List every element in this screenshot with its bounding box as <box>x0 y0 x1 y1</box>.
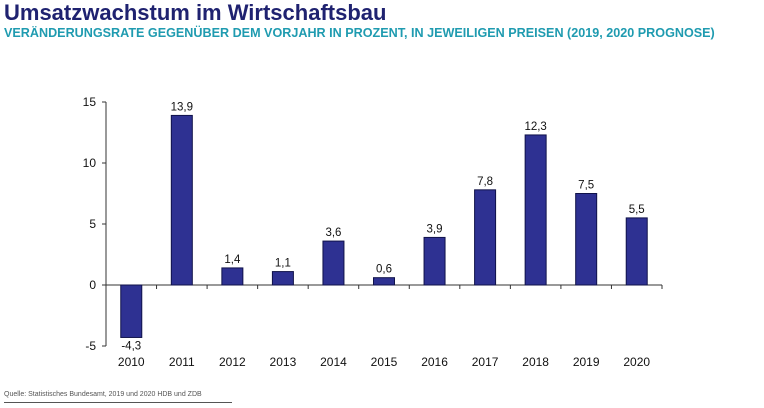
x-tick-label-2017: 2017 <box>472 355 499 369</box>
bar-2019 <box>575 193 598 286</box>
data-label-2016: 3,9 <box>427 223 443 235</box>
data-label-2020: 5,5 <box>629 204 645 216</box>
x-tick-label-2015: 2015 <box>371 355 398 369</box>
labels: -5 0 5 10 15 -4,3 2010 13,9 2011 1,4 2012 1,1 2013 3,… <box>83 95 651 369</box>
chart-title: Umsatzwachstum im Wirtschaftsbau <box>4 0 387 25</box>
bar-2017 <box>474 189 497 286</box>
bar-2014 <box>322 240 345 286</box>
x-tick-label-2018: 2018 <box>522 355 549 369</box>
bar-2015 <box>373 277 395 286</box>
bar-2018 <box>524 134 547 286</box>
data-label-2014: 3,6 <box>325 227 341 239</box>
y-tick-label: 15 <box>83 95 97 109</box>
bar-2011 <box>170 114 193 286</box>
data-label-2013: 1,1 <box>275 258 291 270</box>
bar-2016 <box>423 236 446 286</box>
x-tick-label-2019: 2019 <box>573 355 600 369</box>
source-note: Quelle: Statistisches Bundesamt, 2019 un… <box>4 391 202 398</box>
x-tick-label-2020: 2020 <box>623 355 650 369</box>
chart-subtitle: VERÄNDERUNGSRATE GEGENÜBER DEM VORJAHR I… <box>4 26 715 40</box>
y-tick-label: 10 <box>83 156 97 170</box>
bar-2010 <box>120 284 143 338</box>
data-label-2015: 0,6 <box>376 264 392 276</box>
bars <box>120 114 648 338</box>
data-label-2019: 7,5 <box>578 180 594 192</box>
y-tick-label: 5 <box>89 217 96 231</box>
y-tick-label: -5 <box>85 339 96 353</box>
y-tick-label: 0 <box>89 278 96 292</box>
x-tick-label-2016: 2016 <box>421 355 448 369</box>
x-tick-label-2010: 2010 <box>118 355 145 369</box>
bar-2020 <box>625 217 648 286</box>
data-label-2018: 12,3 <box>524 121 546 133</box>
data-label-2010: -4,3 <box>121 340 141 352</box>
data-label-2017: 7,8 <box>477 176 493 188</box>
bar-2013 <box>271 271 294 286</box>
x-tick-label-2014: 2014 <box>320 355 347 369</box>
source-divider <box>4 402 232 403</box>
x-tick-label-2011: 2011 <box>169 355 195 369</box>
data-label-2011: 13,9 <box>171 101 193 113</box>
x-tick-label-2012: 2012 <box>219 355 246 369</box>
data-label-2012: 1,4 <box>224 254 241 266</box>
bar-2012 <box>221 267 244 286</box>
x-tick-label-2013: 2013 <box>270 355 297 369</box>
